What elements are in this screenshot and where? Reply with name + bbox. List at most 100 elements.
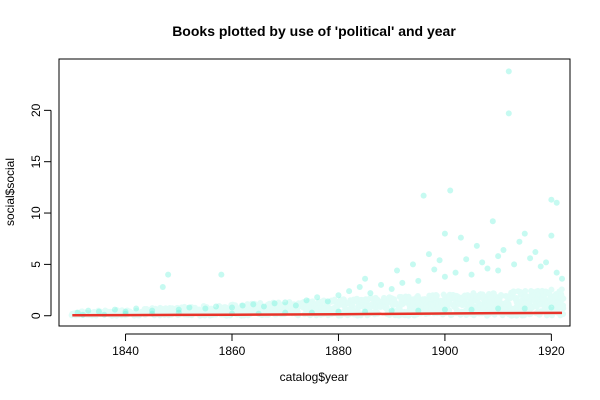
data-point bbox=[498, 292, 505, 299]
data-point bbox=[372, 294, 379, 301]
data-point bbox=[363, 302, 370, 309]
data-point bbox=[435, 301, 442, 308]
data-point bbox=[480, 303, 487, 310]
data-point bbox=[477, 291, 484, 298]
data-point bbox=[111, 309, 118, 316]
data-point bbox=[350, 298, 357, 305]
data-point bbox=[229, 301, 236, 308]
data-point bbox=[320, 297, 327, 304]
data-point bbox=[159, 307, 166, 314]
data-point bbox=[435, 301, 442, 308]
data-point bbox=[374, 296, 381, 303]
data-point bbox=[451, 303, 458, 310]
data-point bbox=[362, 275, 369, 282]
data-point bbox=[133, 305, 140, 312]
data-point bbox=[348, 303, 355, 310]
data-point bbox=[218, 271, 225, 278]
y-tick-label: 0 bbox=[29, 312, 43, 319]
data-point bbox=[464, 292, 471, 299]
data-point bbox=[403, 299, 410, 306]
data-point bbox=[438, 300, 445, 307]
data-point bbox=[517, 291, 524, 298]
data-point bbox=[337, 296, 344, 303]
data-point bbox=[291, 306, 298, 313]
data-point bbox=[440, 299, 447, 306]
data-point bbox=[560, 302, 567, 309]
data-point bbox=[297, 301, 304, 308]
data-point bbox=[468, 306, 475, 313]
data-point bbox=[527, 293, 534, 300]
data-point bbox=[392, 299, 399, 306]
data-point bbox=[362, 306, 369, 313]
data-point bbox=[257, 308, 264, 315]
data-point bbox=[402, 293, 409, 300]
data-point bbox=[521, 230, 528, 237]
data-point bbox=[513, 303, 520, 310]
data-point bbox=[528, 305, 535, 312]
data-point bbox=[535, 292, 542, 299]
data-point bbox=[454, 293, 461, 300]
data-point bbox=[450, 302, 457, 308]
data-point bbox=[349, 302, 356, 309]
data-point bbox=[139, 308, 146, 315]
data-point bbox=[372, 304, 379, 311]
data-point bbox=[419, 307, 426, 314]
data-point bbox=[455, 300, 462, 307]
data-point bbox=[463, 301, 470, 308]
data-point bbox=[335, 300, 342, 307]
x-tick-label: 1900 bbox=[432, 344, 459, 358]
data-point bbox=[356, 301, 363, 308]
data-point bbox=[477, 302, 484, 309]
data-point bbox=[249, 302, 256, 309]
data-point bbox=[414, 304, 421, 311]
data-point bbox=[311, 302, 318, 309]
data-point bbox=[389, 301, 396, 308]
data-point bbox=[195, 308, 202, 315]
data-point bbox=[533, 303, 540, 310]
data-point bbox=[122, 308, 129, 315]
data-point bbox=[543, 288, 550, 295]
data-point bbox=[314, 305, 321, 312]
data-point bbox=[375, 298, 382, 305]
data-point bbox=[449, 291, 456, 298]
data-point bbox=[398, 301, 405, 308]
data-point bbox=[183, 307, 190, 314]
data-point bbox=[269, 304, 276, 311]
data-point bbox=[552, 291, 559, 298]
data-point bbox=[260, 303, 267, 310]
data-point bbox=[466, 305, 473, 311]
data-point bbox=[532, 301, 539, 308]
data-point bbox=[503, 298, 510, 305]
data-point bbox=[552, 296, 559, 303]
data-point bbox=[227, 303, 234, 310]
data-point bbox=[483, 298, 490, 305]
data-point bbox=[444, 306, 451, 313]
data-point bbox=[275, 303, 282, 310]
data-point bbox=[537, 301, 544, 308]
data-point bbox=[158, 305, 165, 312]
data-point bbox=[430, 301, 437, 308]
data-point bbox=[256, 305, 263, 312]
data-point bbox=[386, 294, 393, 301]
data-point bbox=[417, 306, 424, 313]
data-point bbox=[436, 257, 443, 264]
data-point bbox=[256, 302, 263, 309]
data-point bbox=[161, 308, 168, 315]
data-point bbox=[102, 307, 109, 314]
data-point bbox=[449, 291, 456, 298]
data-point bbox=[406, 298, 413, 305]
data-point bbox=[503, 293, 510, 300]
data-point bbox=[505, 301, 512, 308]
data-point bbox=[558, 286, 565, 293]
data-point bbox=[525, 302, 532, 309]
data-point bbox=[283, 304, 290, 311]
data-point bbox=[444, 303, 451, 310]
data-point bbox=[170, 306, 177, 313]
data-point bbox=[169, 308, 176, 315]
data-point bbox=[322, 306, 329, 313]
data-point bbox=[455, 298, 462, 305]
data-point bbox=[495, 305, 502, 312]
data-point bbox=[269, 305, 276, 312]
trend-line-layer bbox=[72, 311, 563, 317]
data-point bbox=[555, 304, 562, 310]
